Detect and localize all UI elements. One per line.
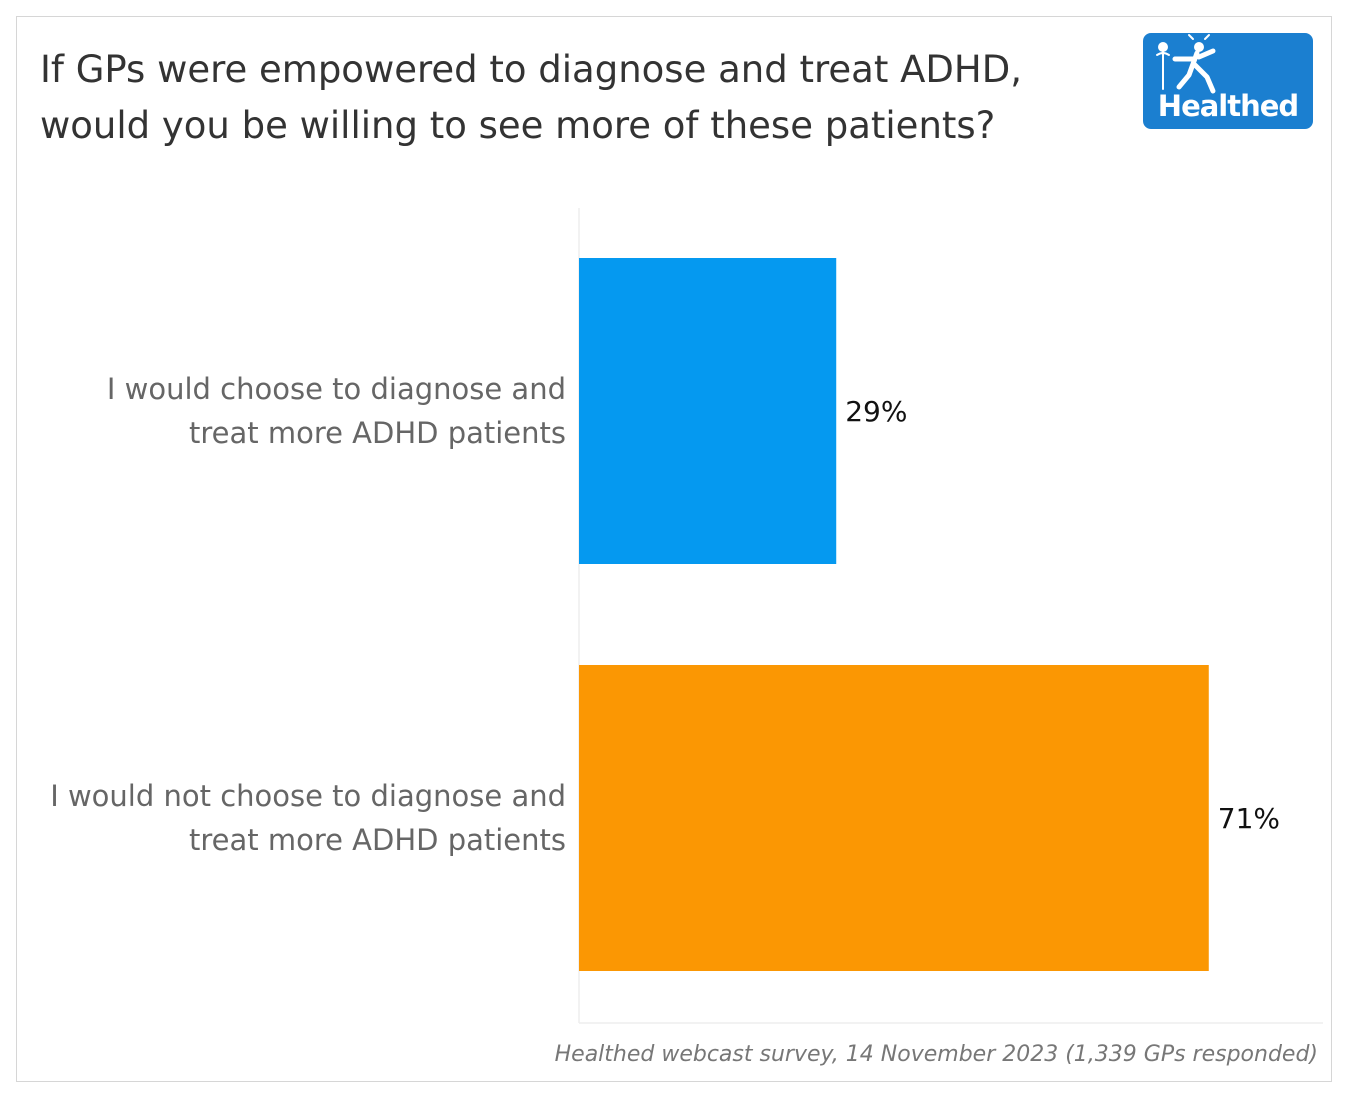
- healthed-logo: Healthed: [1143, 33, 1313, 129]
- source-note: Healthed webcast survey, 14 November 202…: [554, 1042, 1318, 1067]
- bar-1[interactable]: [579, 258, 837, 564]
- value-label-1: 29%: [845, 395, 907, 428]
- value-label-2: 71%: [1218, 802, 1280, 835]
- category-label-1-line-1: I would choose to diagnose and: [107, 372, 566, 406]
- category-label-1-line-2: treat more ADHD patients: [189, 416, 566, 450]
- hermes-figure-icon: [1156, 34, 1216, 94]
- bar-2[interactable]: [579, 665, 1209, 971]
- category-label-2-line-2: treat more ADHD patients: [189, 823, 566, 857]
- chart-title: If GPs were empowered to diagnose and tr…: [40, 48, 1022, 147]
- logo-wordmark: Healthed: [1157, 89, 1299, 123]
- category-label-2-line-1: I would not choose to diagnose and: [50, 779, 566, 813]
